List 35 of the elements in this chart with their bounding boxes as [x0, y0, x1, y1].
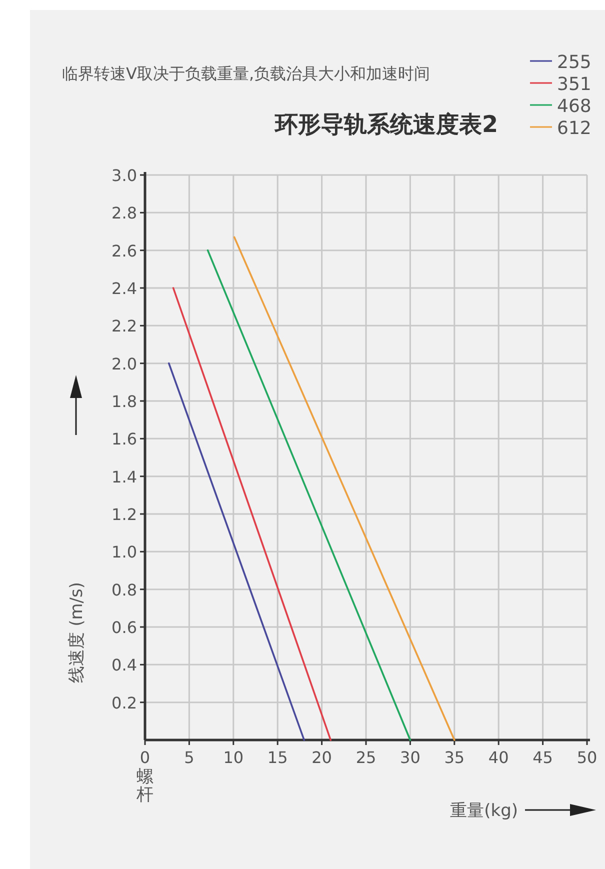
y-tick-label: 0.6	[112, 618, 137, 637]
text: 螺杆	[136, 767, 154, 805]
y-tick-label: 1.6	[112, 430, 137, 449]
x-tick-label: 50	[576, 748, 598, 767]
x-tick-label: 5	[184, 748, 194, 767]
y-tick-label: 2.6	[112, 241, 137, 260]
y-tick-label: 2.8	[112, 204, 137, 223]
chart-title: 环形导轨系统速度表2	[274, 111, 498, 138]
x-tick-label: 15	[267, 748, 288, 767]
x-tick-label: 25	[356, 748, 376, 767]
x-tick-label: 35	[444, 748, 465, 767]
legend-label: 351	[557, 74, 592, 95]
chart-subtitle: 临界转速V取决于负载重量,负载治具大小和加速时间	[62, 64, 430, 83]
y-tick-label: 0.4	[112, 656, 137, 675]
y-tick-label: 1.0	[112, 542, 137, 562]
y-axis-title: 线速度 (m/s)	[67, 582, 87, 683]
y-tick-label: 2.0	[112, 354, 137, 374]
x-tick-label: 30	[400, 748, 420, 767]
y-tick-label: 0.8	[112, 580, 137, 600]
x-tick-label: 0	[140, 748, 150, 767]
x-tick-label: 10	[223, 748, 244, 767]
y-tick-label: 2.2	[112, 316, 137, 336]
y-tick-label: 1.8	[112, 392, 137, 411]
y-tick-label: 3.0	[112, 166, 137, 185]
y-tick-label: 1.4	[112, 467, 137, 486]
legend-label: 612	[557, 118, 592, 139]
legend-label: 468	[557, 96, 592, 117]
y-tick-label: 1.2	[112, 505, 137, 524]
x-tick-label: 45	[532, 748, 553, 767]
y-tick-label: 2.4	[112, 279, 137, 298]
x-axis-title: 重量(kg)	[450, 801, 518, 821]
y-tick-label: 0.2	[112, 693, 137, 712]
legend-label: 255	[557, 52, 592, 73]
x-tick-label: 40	[488, 748, 509, 767]
x-tick-label: 20	[312, 748, 332, 767]
